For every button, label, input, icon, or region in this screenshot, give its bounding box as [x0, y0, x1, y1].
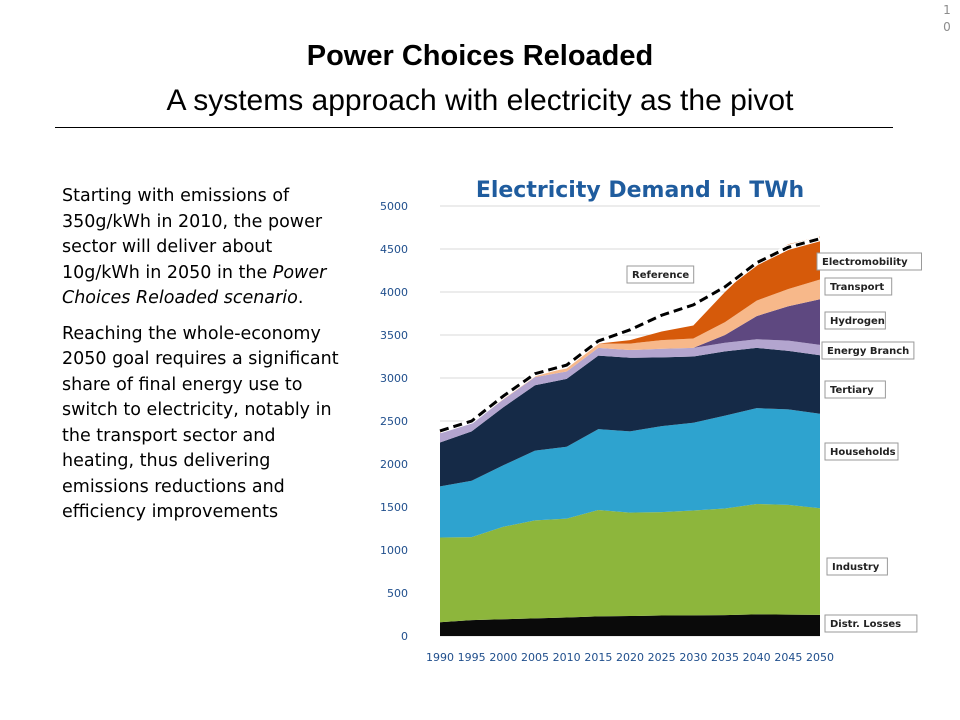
y-tick-label: 2000 [380, 458, 408, 471]
x-tick-label: 2030 [679, 651, 707, 664]
y-tick-label: 2500 [380, 415, 408, 428]
y-tick-label: 3500 [380, 329, 408, 342]
label-transport-box [824, 277, 893, 296]
label-distr-losses: Distr. Losses [830, 619, 901, 630]
x-tick-label: 1990 [426, 651, 454, 664]
y-tick-label: 3000 [380, 372, 408, 385]
slide-title: Power Choices Reloaded [306, 40, 654, 72]
label-transport: Transport [830, 282, 884, 293]
area-households [440, 408, 820, 538]
slide-subtitle: A systems approach with electricity as t… [166, 84, 794, 117]
x-tick-label: 2050 [806, 651, 834, 664]
x-tick-label: 2020 [616, 651, 644, 664]
y-tick-label: 500 [387, 587, 408, 600]
label-tertiary-box [824, 380, 886, 399]
label-hydrogen-box [824, 311, 886, 330]
paragraph-2: Reaching the whole-economy 2050 goal req… [62, 323, 339, 523]
y-tick-label: 4500 [380, 243, 408, 256]
x-tick-label: 2015 [584, 651, 612, 664]
label-electromobility-box [816, 252, 922, 271]
reference-line [439, 237, 821, 433]
y-tick-label: 1000 [380, 544, 408, 557]
x-tick-label: 2040 [743, 651, 771, 664]
x-tick-label: 2005 [521, 651, 549, 664]
label-reference-box [626, 265, 695, 284]
label-industry-box [826, 557, 888, 576]
label-households: Households [830, 447, 896, 458]
x-tick-label: 2045 [774, 651, 802, 664]
y-tick-label: 4000 [380, 286, 408, 299]
area-hydrogen [440, 299, 820, 434]
label-tertiary: Tertiary [830, 385, 874, 396]
label-hydrogen: Hydrogen [830, 316, 885, 327]
area-industry [440, 503, 820, 623]
x-tick-label: 2000 [489, 651, 517, 664]
area-electromobility [440, 236, 820, 432]
area-distr-losses [440, 614, 820, 636]
area-tertiary [440, 347, 820, 487]
x-tick-label: 1995 [458, 651, 486, 664]
area-energy-branch [440, 339, 820, 443]
body-text: Starting with emissions of 350g/kWh in 2… [62, 184, 347, 536]
label-industry: Industry [832, 562, 880, 573]
y-tick-label: 5000 [380, 200, 408, 213]
label-energy-branch: Energy Branch [827, 346, 909, 357]
label-energy-branch-box [821, 341, 915, 360]
x-tick-label: 2010 [553, 651, 581, 664]
label-reference: Reference [632, 270, 689, 281]
x-tick-label: 2025 [648, 651, 676, 664]
label-households-box [824, 442, 899, 461]
scenario-name: Power Choices Reloaded scenario [62, 262, 327, 309]
label-distr-losses-box [824, 614, 918, 633]
x-tick-label: 2035 [711, 651, 739, 664]
label-electromobility: Electromobility [822, 257, 908, 268]
slide-number: 10 [943, 3, 951, 34]
paragraph-1: Starting with emissions of 350g/kWh in 2… [62, 186, 327, 309]
y-tick-label: 0 [401, 630, 408, 643]
y-tick-label: 1500 [380, 501, 408, 514]
title-divider [55, 127, 893, 128]
chart-title: Electricity Demand in TWh [475, 178, 805, 203]
